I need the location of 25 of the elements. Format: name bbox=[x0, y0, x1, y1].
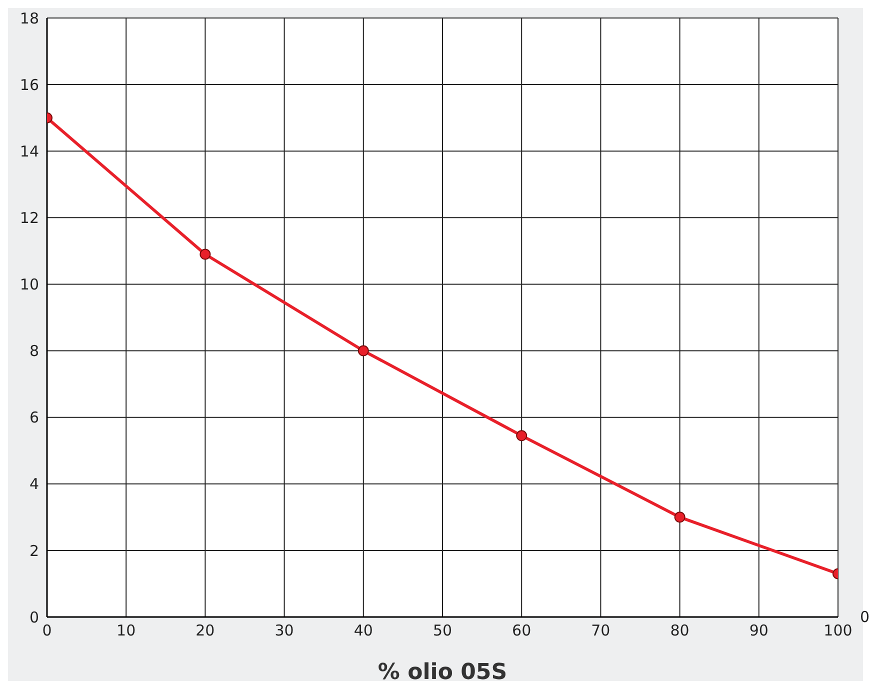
y-tick-label: 10 bbox=[20, 276, 39, 294]
y-tick-label: 2 bbox=[29, 542, 39, 560]
x-tick-label: 60 bbox=[512, 622, 532, 640]
point bbox=[516, 430, 528, 442]
y-tick-label: 14 bbox=[20, 142, 39, 160]
x-tick-label: 10 bbox=[116, 622, 136, 640]
x-tick-label: 20 bbox=[196, 622, 215, 640]
y-tick-label: 8 bbox=[29, 342, 39, 360]
x-axis-title: % olio 05S bbox=[378, 660, 508, 685]
y-tick-label: 16 bbox=[20, 76, 39, 94]
x-tick-label: 90 bbox=[749, 622, 768, 640]
x-tick-label: 80 bbox=[670, 622, 690, 640]
x-tick-label: 30 bbox=[274, 622, 294, 640]
point bbox=[358, 345, 369, 356]
text: 0 bbox=[860, 608, 870, 626]
y-tick-label: 0 bbox=[29, 608, 39, 626]
x-tick-label: 70 bbox=[591, 622, 610, 640]
x-tick-label: 0 bbox=[42, 622, 52, 640]
y-tick-label: 18 bbox=[20, 9, 39, 28]
x-tick-label: 40 bbox=[354, 622, 373, 640]
y-tick-label: 6 bbox=[29, 408, 39, 427]
y-tick-label: 4 bbox=[29, 475, 39, 494]
y-tick-label: 12 bbox=[20, 208, 39, 227]
x-tick-label: 50 bbox=[432, 622, 452, 640]
x-tick-label: 100 bbox=[824, 622, 852, 640]
